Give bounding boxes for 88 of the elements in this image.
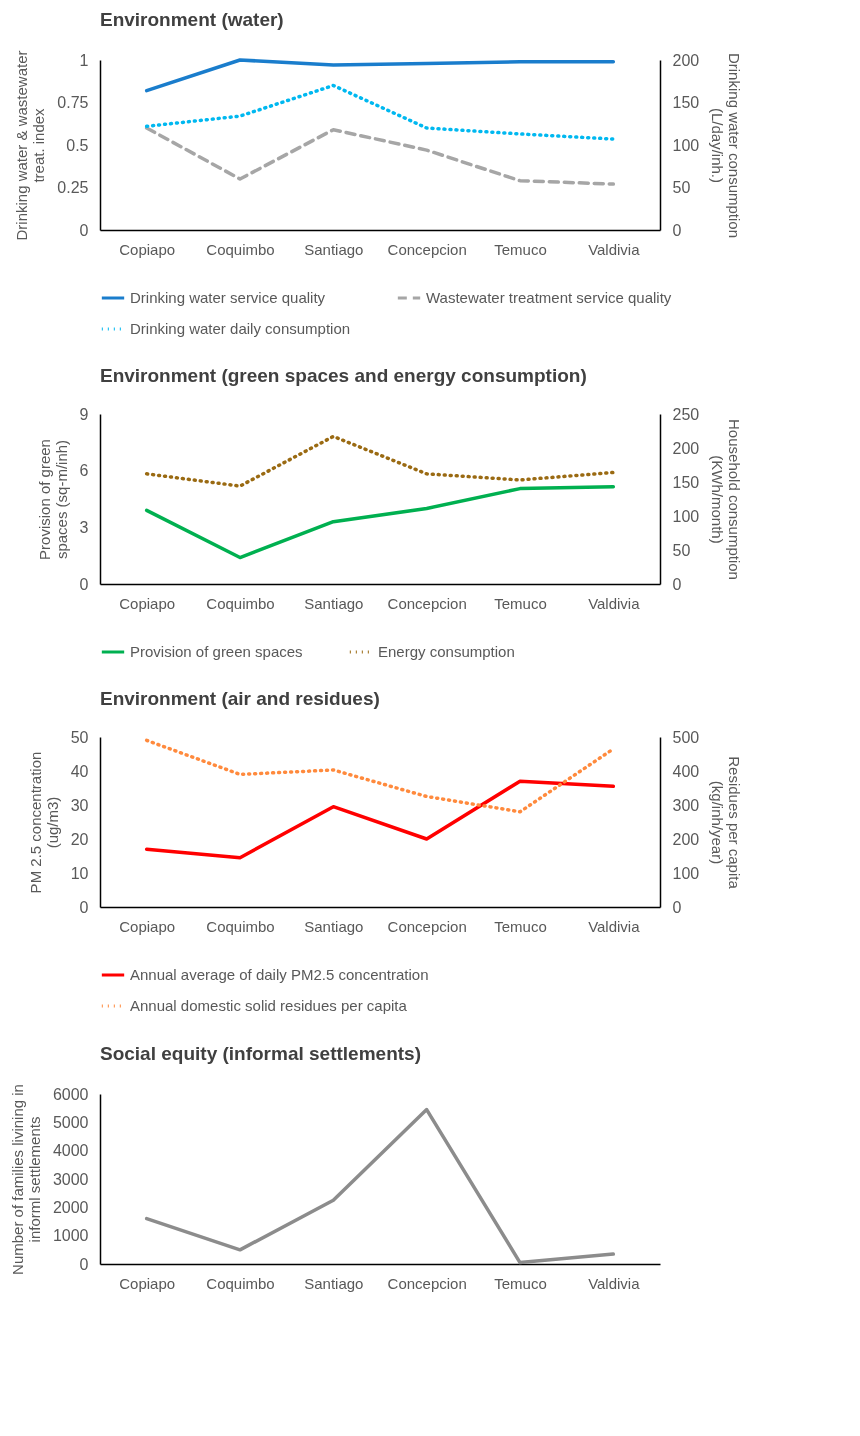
x-tick-label: Valdivia — [588, 1274, 641, 1292]
x-tick-label: Concepcion — [387, 1274, 467, 1292]
line-series — [144, 434, 616, 488]
x-tick-label: Valdivia — [588, 240, 641, 258]
y2-tick-label: 150 — [672, 473, 700, 491]
line-series — [144, 126, 616, 186]
y2-tick-label: 100 — [672, 507, 700, 525]
y-tick-label: 1000 — [52, 1227, 89, 1245]
x-tick-label: Temuco — [494, 917, 547, 935]
y2-tick-label: 300 — [672, 796, 700, 814]
y2-tick-label: 150 — [672, 94, 700, 111]
y-tick-label: 0 — [79, 1255, 89, 1273]
y-tick-label: 10 — [70, 864, 89, 882]
y2-tick-label: 500 — [672, 728, 700, 746]
legend-label: Annual domestic solid residues per capita — [130, 997, 408, 1014]
line-series — [144, 58, 616, 93]
y2-tick-label: 250 — [672, 405, 700, 423]
y-tick-label: 0.25 — [57, 179, 89, 196]
x-tick-label: Santiago — [304, 240, 364, 258]
x-tick-label: Copiapo — [119, 594, 176, 612]
x-tick-label: Coquimbo — [206, 594, 275, 612]
y-tick-label: 0 — [79, 575, 89, 593]
y-tick-label: 9 — [79, 405, 89, 423]
y-tick-label: 40 — [70, 762, 89, 780]
x-tick-label: Coquimbo — [206, 917, 275, 935]
y2-axis-title: Household consumption (KWh/month) — [709, 419, 744, 580]
y-axis-title: Provision of green spaces (sq-m/inh) — [35, 439, 70, 560]
y-tick-label: 1 — [79, 51, 89, 69]
y2-tick-label: 400 — [672, 762, 700, 780]
x-tick-label: Copiapo — [119, 1274, 176, 1292]
y-tick-label: 0 — [79, 898, 89, 916]
chart-title: Environment (air and residues) — [100, 688, 380, 709]
y-tick-label: 0.5 — [66, 136, 89, 154]
legend-label: Drinking water daily consumption — [130, 320, 351, 337]
x-tick-label: Temuco — [494, 240, 547, 258]
x-tick-label: Santiago — [304, 1274, 364, 1292]
x-tick-label: Valdivia — [588, 917, 641, 935]
x-tick-label: Copiapo — [119, 240, 176, 258]
legend-label: Provision of green spaces — [130, 643, 303, 660]
line-series — [144, 83, 616, 141]
y-tick-label: 2000 — [52, 1198, 89, 1216]
y2-tick-label: 0 — [672, 575, 682, 593]
y-tick-label: 0 — [79, 221, 89, 239]
x-tick-label: Valdivia — [588, 594, 641, 612]
y2-tick-label: 100 — [672, 136, 700, 154]
x-tick-label: Concepcion — [387, 917, 467, 935]
legend-label: Wastewater treatment service quality — [426, 289, 672, 306]
y2-tick-label: 50 — [672, 541, 691, 559]
y-axis-title: Number of families livining in informl settlements — [8, 1084, 43, 1275]
legend-label: Annual average of daily PM2.5 concentration — [130, 966, 429, 983]
y-tick-label: 6 — [79, 462, 89, 480]
x-tick-label: Temuco — [494, 594, 547, 612]
y-tick-label: 20 — [70, 830, 89, 848]
y2-tick-label: 200 — [672, 439, 700, 457]
x-tick-label: Santiago — [304, 917, 364, 935]
x-tick-label: Copiapo — [119, 917, 176, 935]
y2-axis-title: Residues per capita (kg/inh/year) — [709, 756, 744, 890]
y2-tick-label: 100 — [672, 864, 700, 882]
y-tick-label: 6000 — [52, 1085, 89, 1103]
x-tick-label: Concepcion — [387, 594, 467, 612]
y-tick-label: 5000 — [52, 1113, 89, 1131]
legend-label: Energy consumption — [378, 643, 515, 660]
line-series — [144, 779, 616, 860]
y-tick-label: 3000 — [52, 1170, 89, 1188]
chart-title: Social equity (informal settlements) — [100, 1042, 421, 1064]
legend-label: Drinking water service quality — [130, 289, 326, 306]
y-tick-label: 30 — [70, 796, 89, 814]
y-tick-label: 3 — [79, 518, 89, 536]
x-tick-label: Coquimbo — [206, 1274, 275, 1292]
y2-tick-label: 0 — [672, 898, 682, 916]
x-tick-label: Santiago — [304, 594, 364, 612]
x-tick-label: Concepcion — [387, 240, 467, 258]
y-tick-label: 50 — [70, 728, 89, 746]
x-tick-label: Coquimbo — [206, 240, 275, 258]
chart-title: Environment (green spaces and energy consumption) — [100, 365, 587, 386]
line-series — [144, 484, 616, 560]
y2-tick-label: 200 — [672, 51, 700, 69]
y-tick-label: 0.75 — [57, 94, 89, 111]
line-series — [144, 1107, 616, 1265]
chart-title: Environment (water) — [100, 8, 284, 30]
y-axis-title: Drinking water & wastewater treat. index — [13, 50, 48, 241]
y2-tick-label: 200 — [672, 830, 700, 848]
y2-tick-label: 0 — [672, 221, 682, 239]
y-axis-title: PM 2.5 concentration (ug/m3) — [26, 751, 61, 894]
x-tick-label: Temuco — [494, 1274, 547, 1292]
y-tick-label: 4000 — [52, 1142, 89, 1160]
y2-tick-label: 50 — [672, 179, 691, 196]
y2-axis-title: Drinking water consumption (L/day/inh.) — [709, 52, 744, 239]
